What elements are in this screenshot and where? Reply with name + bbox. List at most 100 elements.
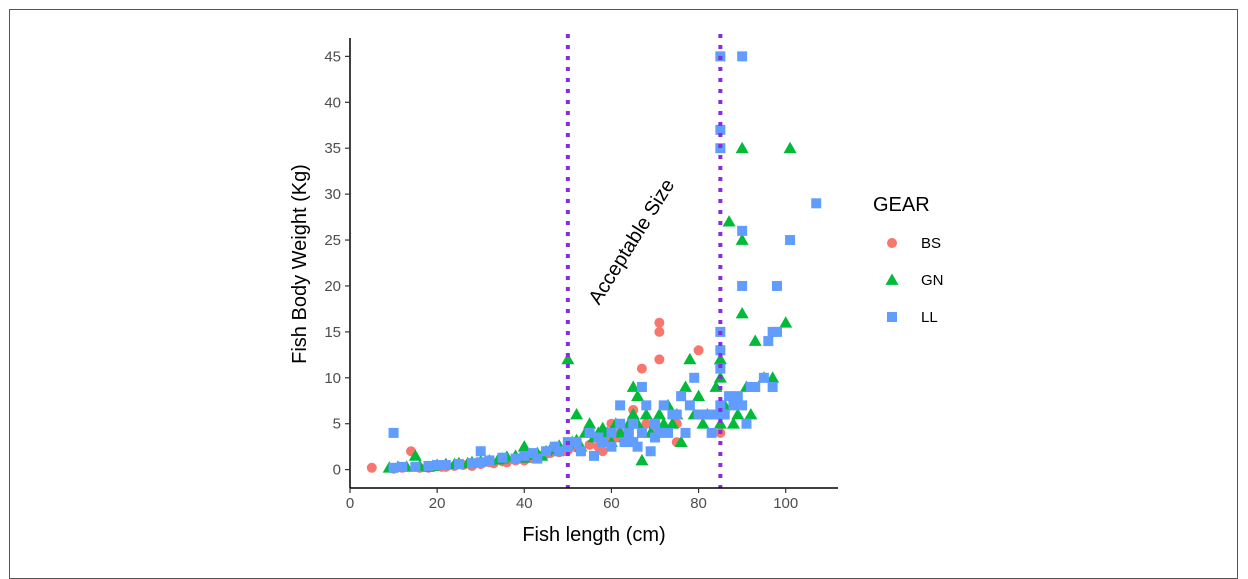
data-point-ll [763,336,774,347]
data-point-ll [715,400,726,411]
y-tick-label: 0 [333,462,341,479]
data-point-ll [772,326,782,337]
y-tick-label: 45 [324,48,341,65]
data-point-ll [423,460,434,471]
data-point-gn [679,380,692,392]
data-point-ll [453,459,464,470]
data-point-ll [410,461,421,472]
data-point-ll [663,427,674,438]
data-point-ll [693,409,704,420]
data-point-ll [528,448,538,459]
data-point-ll [741,418,752,429]
data-point-ll [388,462,399,473]
data-point-ll [632,441,643,452]
x-axis-title: Fish length (cm) [522,524,665,546]
data-point-ll [737,225,748,236]
data-point-ll [615,418,626,429]
data-point-ll [711,409,721,420]
points-layer [366,51,822,474]
data-point-ll [702,409,713,420]
data-point-ll [606,427,617,438]
data-point-gn [735,141,749,154]
data-point-ll [715,345,726,356]
data-point-gn [652,408,666,420]
y-tick-label: 5 [333,416,341,433]
data-point-gn [735,233,749,245]
chart-frame [9,9,1238,579]
data-point-gn [722,215,736,227]
data-point-gn [570,408,584,420]
data-point-ll [785,235,796,246]
data-point-bs [693,345,704,356]
y-tick-label: 25 [324,232,341,249]
data-point-ll [397,461,408,472]
data-point-ll [772,280,782,291]
data-point-ll [671,409,682,420]
data-point-ll [758,372,769,383]
data-point-ll [475,446,486,457]
legend-key-ll [887,312,897,322]
data-point-gn [779,316,793,328]
y-tick-label: 30 [324,186,341,203]
data-point-ll [689,372,700,383]
data-point-ll [597,437,608,448]
data-point-bs [654,326,665,337]
data-point-gn [783,141,797,154]
x-tick-label: 20 [429,495,446,512]
data-point-ll [658,400,669,411]
data-point-ll [767,381,778,392]
data-point-ll [811,198,822,209]
x-tick-label: 40 [516,495,533,512]
data-point-gn [626,380,640,392]
data-point-gn [517,440,531,452]
data-point-gn [626,408,640,420]
data-point-bs [641,418,652,429]
data-point-ll [654,427,665,438]
data-point-ll [645,446,656,457]
y-tick-label: 15 [324,324,341,341]
y-tick-label: 20 [324,278,341,295]
data-point-ll [719,409,730,420]
data-point-gn [683,352,697,365]
data-point-ll [388,427,399,438]
data-point-ll [432,460,443,471]
data-point-gn [561,352,575,365]
data-point-ll [715,143,726,154]
data-point-gn [408,449,422,461]
data-point-ll [532,453,543,464]
legend-key-bs [887,238,897,248]
data-point-bs [654,317,665,328]
data-point-gn [665,417,679,429]
x-tick-label: 0 [346,495,354,512]
data-point-ll [554,446,565,457]
data-point-ll [636,381,647,392]
data-point-ll [589,450,599,461]
data-point-gn [731,408,745,420]
data-point-gn [735,307,749,319]
data-point-ll [737,400,748,411]
data-point-gn [696,417,710,429]
y-tick-label: 40 [324,94,341,111]
data-point-bs [366,462,377,473]
data-point-ll [737,51,748,62]
data-point-gn [635,453,649,466]
data-point-gn [748,334,762,346]
data-point-ll [584,427,595,438]
data-point-gn [657,417,671,429]
data-point-gn [674,435,688,447]
data-point-gn [639,408,653,420]
data-point-ll [541,446,552,457]
data-point-ll [575,446,586,457]
x-tick-label: 60 [603,495,620,512]
data-point-ll [732,391,743,402]
data-point-gn [692,389,706,402]
data-point-bs [654,354,665,365]
data-point-ll [475,457,486,468]
data-point-ll [519,450,530,461]
data-point-ll [606,441,617,452]
data-point-ll [641,400,652,411]
data-point-ll [706,427,717,438]
y-tick-label: 35 [324,140,341,157]
data-point-ll [467,458,477,469]
data-point-ll [680,427,691,438]
